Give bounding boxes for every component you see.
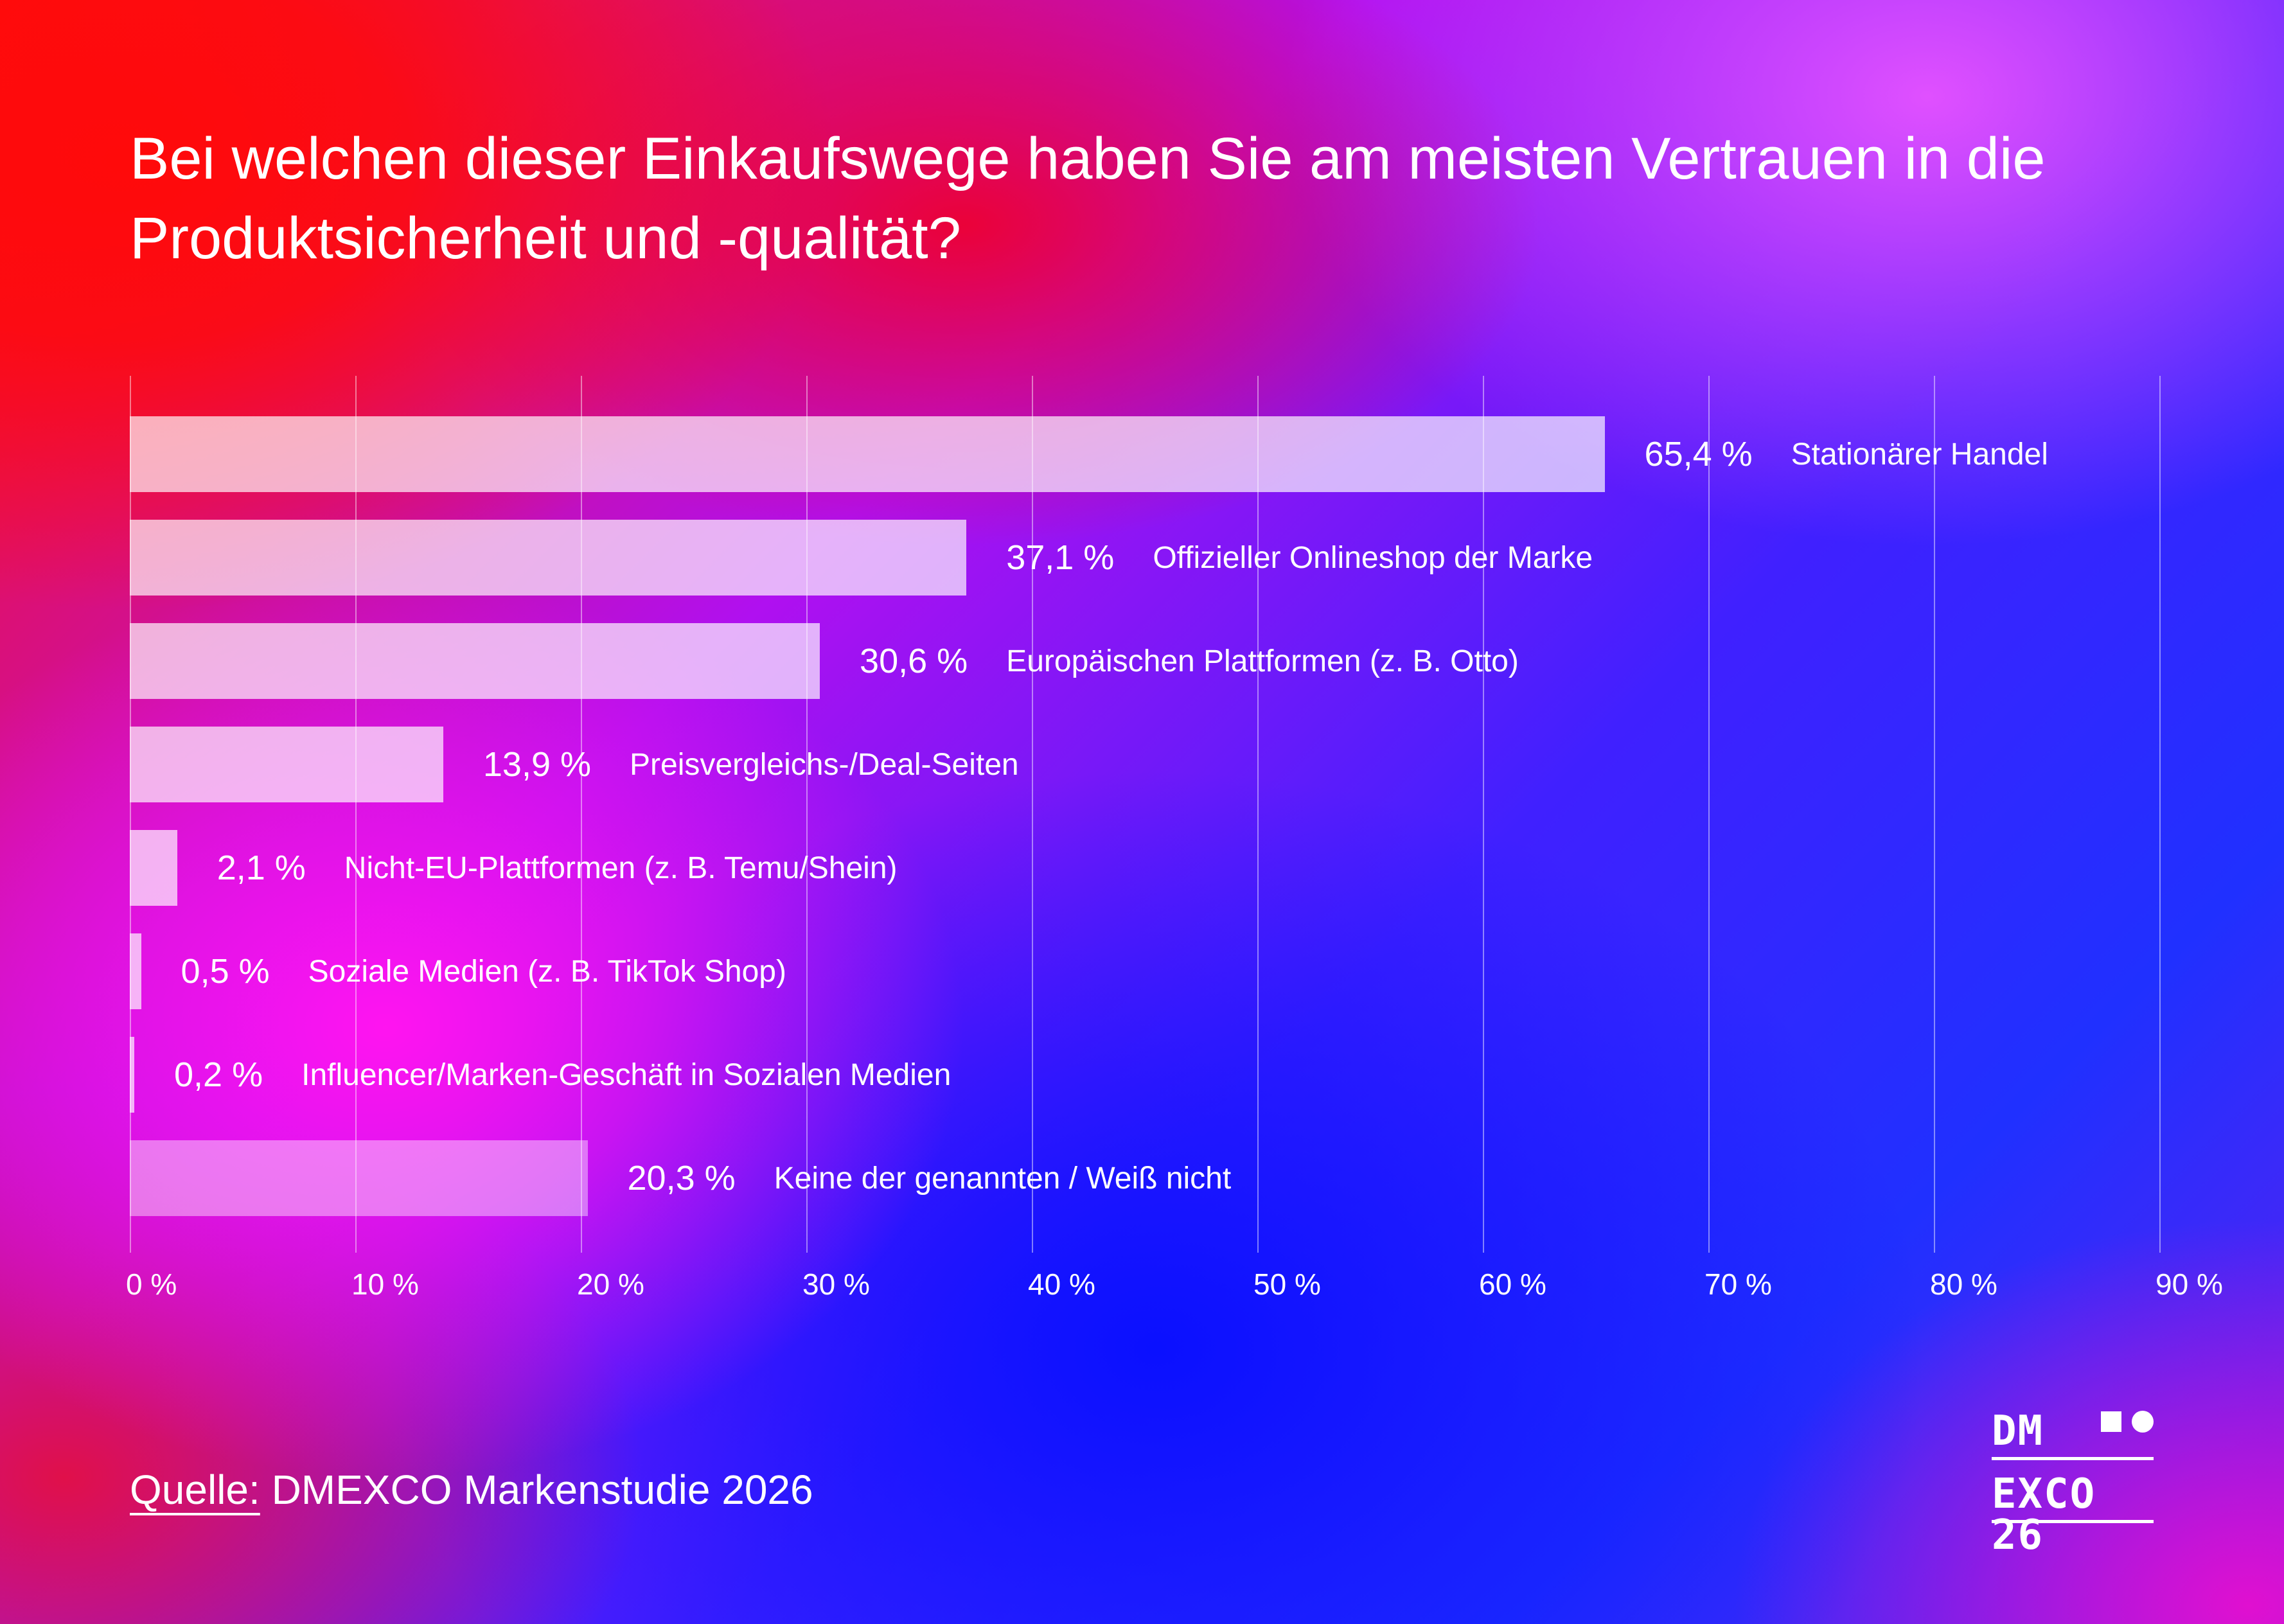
logo-divider bbox=[1992, 1457, 2154, 1460]
logo-line1: DM bbox=[1992, 1408, 2044, 1455]
bar-label-group: 0,5 % Soziale Medien (z. B. TikTok Shop) bbox=[181, 933, 786, 1009]
circle-icon bbox=[2132, 1411, 2154, 1433]
bar bbox=[130, 1140, 588, 1216]
value-label: 13,9 % bbox=[482, 745, 591, 784]
category-label: Keine der genannten / Weiß nicht bbox=[774, 1161, 1232, 1196]
value-label: 0,5 % bbox=[181, 952, 270, 991]
bar-label-group: 20,3 % Keine der genannten / Weiß nicht bbox=[628, 1140, 1232, 1216]
gridline bbox=[581, 376, 582, 1253]
bar bbox=[130, 727, 443, 802]
x-tick-label: 10 % bbox=[351, 1267, 419, 1301]
bar bbox=[130, 520, 967, 596]
bar-label-group: 30,6 % Europäischen Plattformen (z. B. Ot… bbox=[860, 623, 1519, 699]
gridline bbox=[1483, 376, 1484, 1253]
value-label: 30,6 % bbox=[860, 642, 968, 680]
gridline bbox=[1934, 376, 1935, 1253]
bar-label-group: 65,4 % Stationärer Handel bbox=[1645, 416, 2048, 492]
bar-label-group: 0,2 % Influencer/Marken-Geschäft in Sozia… bbox=[174, 1037, 951, 1113]
x-tick-label: 50 % bbox=[1253, 1267, 1321, 1301]
x-tick-label: 0 % bbox=[126, 1267, 177, 1301]
gridline bbox=[1708, 376, 1710, 1253]
gridline bbox=[130, 376, 131, 1253]
bar-label-group: 2,1 % Nicht-EU-Plattformen (z. B. Temu/Sh… bbox=[217, 830, 898, 906]
bar bbox=[130, 830, 177, 906]
x-tick-label: 20 % bbox=[577, 1267, 644, 1301]
value-label: 2,1 % bbox=[217, 849, 306, 887]
source-note: Quelle: DMEXCO Markenstudie 2026 bbox=[130, 1466, 813, 1514]
value-label: 37,1 % bbox=[1006, 538, 1115, 577]
source-text: DMEXCO Markenstudie 2026 bbox=[260, 1467, 813, 1513]
x-tick-label: 90 % bbox=[2156, 1267, 2223, 1301]
chart-title: Bei welchen dieser Einkaufswege haben Si… bbox=[130, 126, 2046, 271]
category-label: Europäischen Plattformen (z. B. Otto) bbox=[1006, 644, 1519, 678]
category-label: Nicht-EU-Plattformen (z. B. Temu/Shein) bbox=[344, 851, 898, 885]
category-label: Soziale Medien (z. B. TikTok Shop) bbox=[308, 954, 786, 989]
category-label: Offizieller Onlineshop der Marke bbox=[1153, 540, 1593, 575]
x-tick-label: 80 % bbox=[1930, 1267, 1997, 1301]
x-tick-label: 30 % bbox=[802, 1267, 870, 1301]
source-label: Quelle: bbox=[130, 1467, 260, 1513]
category-label: Preisvergleichs-/Deal-Seiten bbox=[630, 747, 1019, 782]
gridline bbox=[1257, 376, 1259, 1253]
x-tick-label: 40 % bbox=[1028, 1267, 1095, 1301]
square-icon bbox=[2101, 1411, 2121, 1432]
x-tick-label: 70 % bbox=[1704, 1267, 1772, 1301]
bar bbox=[130, 933, 141, 1009]
category-label: Stationärer Handel bbox=[1791, 437, 2048, 472]
category-label: Influencer/Marken-Geschäft in Sozialen M… bbox=[301, 1057, 952, 1092]
bar-label-group: 13,9 % Preisvergleichs-/Deal-Seiten bbox=[483, 727, 1019, 802]
logo-line2: EXCO 26 bbox=[1992, 1470, 2096, 1559]
bar bbox=[130, 1037, 135, 1113]
value-label: 65,4 % bbox=[1644, 435, 1753, 473]
value-label: 0,2 % bbox=[174, 1055, 263, 1094]
gridline bbox=[806, 376, 808, 1253]
value-label: 20,3 % bbox=[627, 1159, 736, 1197]
gridline bbox=[2159, 376, 2161, 1253]
bar-label-group: 37,1 % Offizieller Onlineshop der Marke bbox=[1006, 520, 1593, 596]
gridline bbox=[1032, 376, 1033, 1253]
bar bbox=[130, 416, 1605, 492]
bar bbox=[130, 623, 820, 699]
gridline bbox=[355, 376, 357, 1253]
logo-underline bbox=[1992, 1520, 2154, 1523]
dmexco-logo: DM EXCO 26 bbox=[1992, 1407, 2154, 1556]
x-tick-label: 60 % bbox=[1479, 1267, 1546, 1301]
